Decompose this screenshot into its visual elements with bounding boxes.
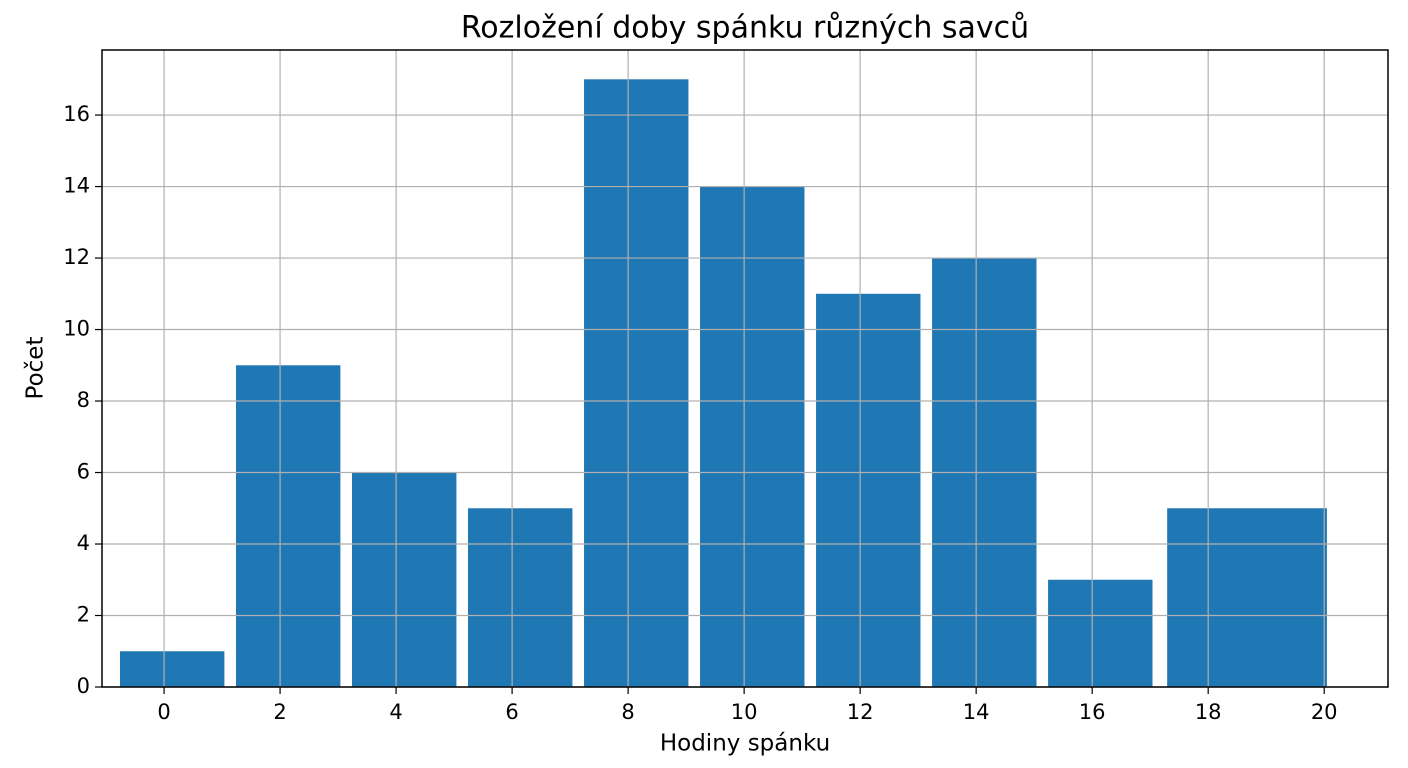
x-tick-label: 0	[157, 700, 170, 724]
bar	[352, 472, 457, 687]
y-tick-label: 8	[77, 388, 90, 412]
x-tick-label: 12	[847, 700, 874, 724]
bar	[235, 365, 341, 687]
bar	[119, 651, 225, 687]
bar	[468, 508, 573, 687]
bar	[1167, 508, 1327, 687]
bar	[700, 186, 805, 687]
chart-title: Rozložení doby spánku různých savců	[461, 11, 1029, 46]
y-tick-label: 4	[77, 531, 90, 555]
y-tick-label: 12	[63, 245, 90, 269]
y-tick-label: 2	[77, 603, 90, 627]
x-tick-label: 8	[621, 700, 634, 724]
y-tick-label: 16	[63, 102, 90, 126]
plot-frame	[101, 49, 1389, 688]
x-tick-label: 20	[1311, 700, 1338, 724]
bar	[816, 293, 921, 687]
x-tick-label: 2	[273, 700, 286, 724]
y-tick-label: 6	[77, 460, 90, 484]
y-tick-label: 10	[63, 317, 90, 341]
bar	[1048, 579, 1153, 687]
x-axis-label: Hodiny spánku	[660, 731, 830, 757]
y-axis-label: Počet	[23, 337, 49, 400]
bar	[584, 79, 689, 687]
x-tick-label: 10	[731, 700, 758, 724]
x-tick-label: 4	[389, 700, 402, 724]
y-tick-label: 14	[63, 174, 90, 198]
x-tick-label: 14	[963, 700, 990, 724]
y-tick-label: 0	[77, 674, 90, 698]
x-tick-label: 6	[505, 700, 518, 724]
x-tick-label: 16	[1079, 700, 1106, 724]
x-tick-label: 18	[1195, 700, 1222, 724]
